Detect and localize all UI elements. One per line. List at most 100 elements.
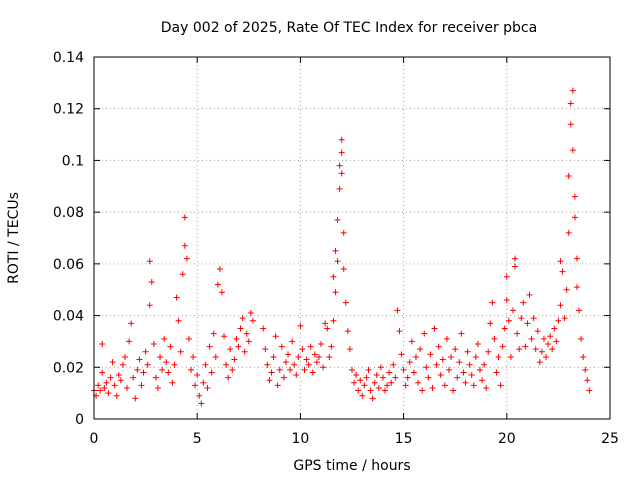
data-point [377,364,384,371]
data-point [185,335,192,342]
data-point [382,387,389,394]
data-point [452,346,459,353]
data-point [218,289,225,296]
data-point [330,273,337,280]
data-point [474,341,481,348]
data-point [540,335,547,342]
data-point [526,291,533,298]
y-tick-label: 0.02 [53,360,84,376]
data-point [324,325,331,332]
data-point [543,353,550,360]
data-point [520,299,527,306]
data-point [154,384,161,391]
data-point [233,335,240,342]
data-point [338,136,345,143]
data-point [580,353,587,360]
data-point [148,278,155,285]
data-point [433,361,440,368]
data-point [359,392,366,399]
data-point [450,387,457,394]
data-point [538,348,545,355]
data-point [532,346,539,353]
data-point [260,325,267,332]
data-point [332,289,339,296]
data-point [373,372,380,379]
data-point [285,351,292,358]
data-point [280,374,287,381]
data-point [534,328,541,335]
data-point [351,379,358,386]
data-point [130,374,137,381]
data-point [332,247,339,254]
data-point [398,351,405,358]
data-point [165,369,172,376]
data-point [157,353,164,360]
data-point [431,325,438,332]
x-tick-label: 0 [90,431,99,447]
data-point [132,395,139,402]
data-point [530,315,537,322]
data-point [410,369,417,376]
data-point [328,343,335,350]
data-point [204,384,211,391]
data-point [346,346,353,353]
data-point [559,268,566,275]
data-point [289,338,296,345]
data-point [175,317,182,324]
data-point [95,382,102,389]
y-tick-label: 0 [75,412,84,428]
data-point [567,121,574,128]
data-point [138,382,145,389]
data-point [192,382,199,389]
data-point [128,320,135,327]
data-points [91,87,593,407]
data-point [318,341,325,348]
data-point [582,366,589,373]
data-point [487,320,494,327]
data-point [103,379,110,386]
data-point [173,294,180,301]
data-point [190,353,197,360]
data-point [400,366,407,373]
data-point [384,382,391,389]
data-point [307,343,314,350]
data-point [468,372,475,379]
data-point [404,374,411,381]
data-point [336,162,343,169]
data-point [111,382,118,389]
data-point [231,356,238,363]
data-point [210,330,217,337]
data-point [386,369,393,376]
y-axis-label: ROTI / TECUs [6,192,22,284]
data-point [105,390,112,397]
x-axis-label: GPS time / hours [293,458,410,474]
x-tick-label: 15 [395,431,413,447]
data-point [586,387,593,394]
data-point [499,343,506,350]
data-point [293,372,300,379]
data-point [481,361,488,368]
data-point [512,255,519,262]
data-point [119,361,126,368]
data-point [454,374,461,381]
data-point [545,341,552,348]
data-point [561,315,568,322]
data-point [315,353,322,360]
data-point [167,343,174,350]
data-point [367,387,374,394]
data-point [171,361,178,368]
data-point [563,286,570,293]
data-point [313,359,320,366]
data-point [429,384,436,391]
data-point [202,361,209,368]
grid-lines [94,57,610,419]
data-point [330,317,337,324]
data-point [576,307,583,314]
data-point [239,315,246,322]
data-point [297,322,304,329]
data-point [113,392,120,399]
data-point [344,328,351,335]
data-point [97,387,104,394]
data-point [462,379,469,386]
